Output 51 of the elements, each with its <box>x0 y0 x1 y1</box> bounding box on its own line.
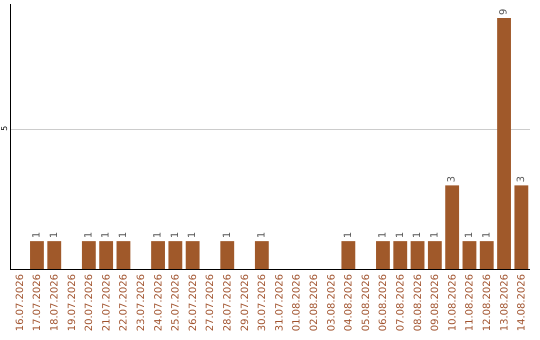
x-tick-label: 05.08.2026 <box>360 274 372 332</box>
y-tick-label: 5 <box>0 126 9 131</box>
x-tick-label: 21.07.2026 <box>101 274 112 332</box>
x-tick-label: 04.08.2026 <box>344 274 355 332</box>
x-tick-label: 12.08.2026 <box>482 274 493 332</box>
data-label: 1 <box>170 232 181 238</box>
data-label: 1 <box>31 232 42 238</box>
x-tick-label: 14.08.2026 <box>516 274 528 332</box>
data-label: 1 <box>429 232 440 238</box>
data-label: 3 <box>446 176 458 182</box>
x-tick-label: 06.08.2026 <box>378 274 390 332</box>
x-tick-label: 28.07.2026 <box>222 274 234 332</box>
data-label: 1 <box>412 232 424 238</box>
x-tick-label: 24.07.2026 <box>153 274 164 332</box>
x-tick-label: 01.08.2026 <box>292 274 303 332</box>
x-tick-label: 13.08.2026 <box>499 274 510 332</box>
x-tick-label: 03.08.2026 <box>326 274 338 332</box>
x-tick-label: 31.07.2026 <box>274 274 286 332</box>
data-label: 9 <box>498 8 510 15</box>
data-label: 1 <box>100 232 112 238</box>
data-label: 1 <box>187 232 198 238</box>
x-tick-label: 20.07.2026 <box>84 274 96 332</box>
x-tick-label: 26.07.2026 <box>188 274 199 332</box>
data-label: 3 <box>516 176 527 182</box>
x-tick-label: 19.07.2026 <box>66 274 78 332</box>
x-tick-label: 09.08.2026 <box>430 274 442 332</box>
data-label: 1 <box>464 232 475 238</box>
x-tick-label: 08.08.2026 <box>412 274 424 332</box>
x-tick-label: 07.08.2026 <box>396 274 406 332</box>
x-tick-label: 11.08.2026 <box>464 274 476 332</box>
x-tick-label: 25.07.2026 <box>170 274 182 332</box>
x-tick-label: 29.07.2026 <box>240 274 251 332</box>
data-label: 1 <box>256 232 268 238</box>
data-label: 1 <box>83 232 94 238</box>
x-tick-label: 18.07.2026 <box>50 274 60 332</box>
x-tick-label: 17.07.2026 <box>32 274 44 332</box>
data-label: 1 <box>481 232 492 238</box>
x-tick-label: 27.07.2026 <box>205 274 216 332</box>
x-tick-label: 10.08.2026 <box>447 274 458 332</box>
data-label: 1 <box>118 232 129 238</box>
data-label: 1 <box>152 232 164 238</box>
data-label: 1 <box>342 232 354 238</box>
x-tick-label: 23.07.2026 <box>136 274 147 332</box>
x-tick-label: 22.07.2026 <box>118 274 130 332</box>
x-tick-label: 30.07.2026 <box>257 274 268 332</box>
data-label: 1 <box>222 232 233 238</box>
x-tick-label: 16.07.2026 <box>14 274 26 332</box>
x-tick-label: 02.08.2026 <box>309 274 320 332</box>
data-label: 1 <box>377 232 388 238</box>
data-label: 1 <box>394 232 406 238</box>
data-label: 1 <box>48 232 60 238</box>
